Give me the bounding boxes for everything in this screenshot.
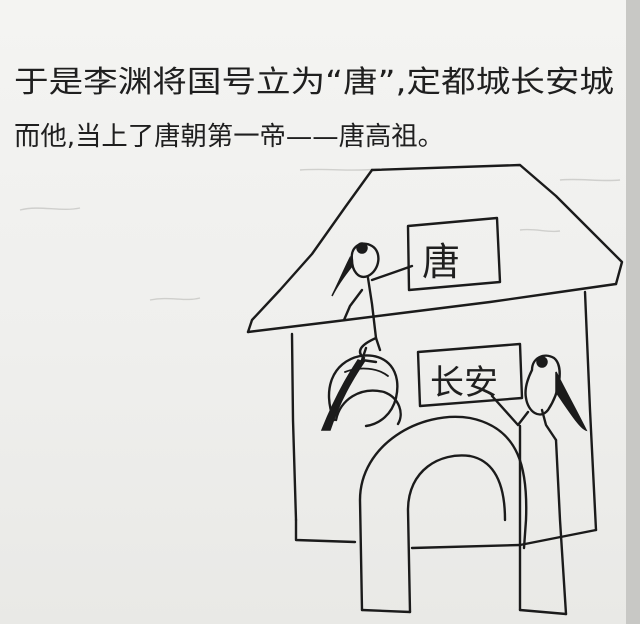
palace-walls [290, 290, 598, 550]
palace-roof [246, 163, 624, 334]
figure-by-gate [490, 354, 588, 616]
back-side-show-through [19, 168, 621, 301]
figure-on-roof [320, 242, 414, 431]
palace-gate-arch [358, 415, 528, 614]
gate-sign: 长安 [416, 342, 524, 408]
note-line-2: 而他,当上了唐朝第一帝——唐高祖。 [14, 122, 444, 152]
roof-sign: 唐 [406, 216, 502, 292]
roof-sign-text: 唐 [422, 240, 460, 284]
page-edge-shadow [626, 0, 640, 624]
note-line-1: 于是李渊将国号立为“唐”,定都城长安城 [14, 65, 614, 100]
dome-ornaments [327, 354, 402, 428]
gate-sign-text: 长安 [430, 363, 498, 403]
